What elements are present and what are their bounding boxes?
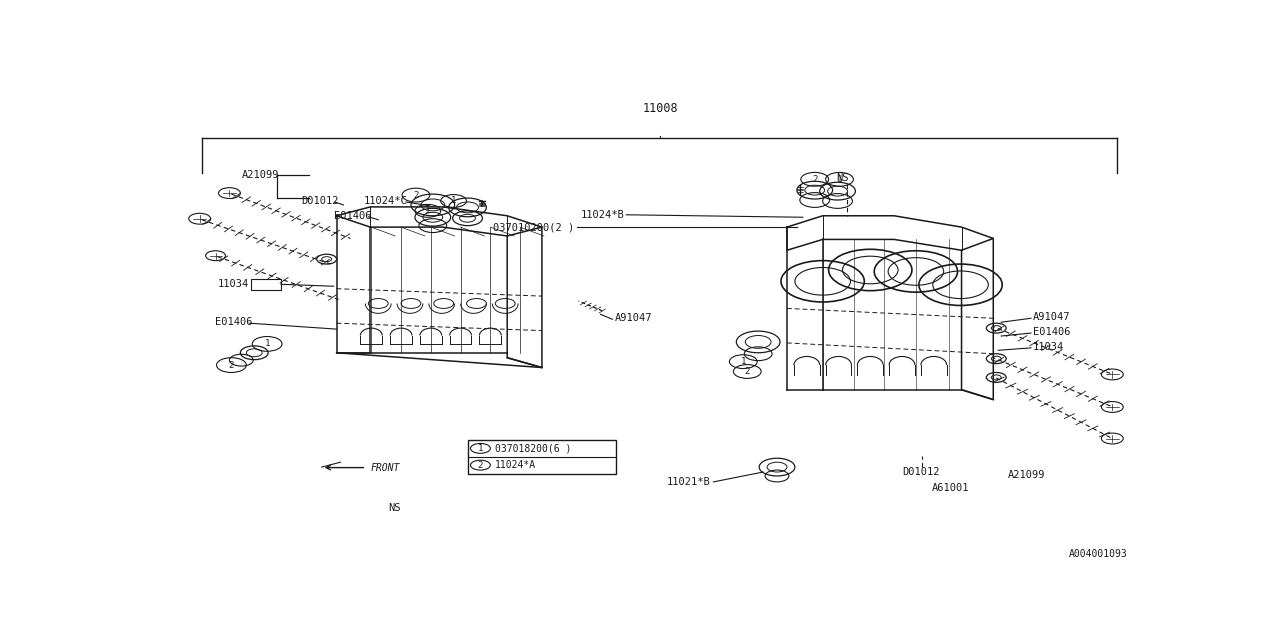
Text: 11024*C: 11024*C bbox=[364, 196, 407, 206]
Text: D01012: D01012 bbox=[301, 196, 338, 206]
Text: E01406: E01406 bbox=[334, 211, 371, 221]
Text: 1: 1 bbox=[265, 339, 270, 348]
Text: NS: NS bbox=[388, 503, 401, 513]
Text: D01012: D01012 bbox=[902, 467, 940, 477]
Text: 2: 2 bbox=[812, 175, 818, 184]
Text: NS: NS bbox=[836, 173, 849, 183]
Text: 2: 2 bbox=[229, 360, 234, 369]
Text: A004001093: A004001093 bbox=[1069, 548, 1128, 559]
Bar bbox=[251, 279, 282, 290]
Text: 11021*B: 11021*B bbox=[667, 477, 710, 487]
Text: 11008: 11008 bbox=[643, 102, 678, 115]
Text: E01406: E01406 bbox=[215, 317, 252, 327]
Text: 11024*B: 11024*B bbox=[581, 210, 625, 220]
Text: A21099: A21099 bbox=[1009, 470, 1046, 480]
Text: FRONT: FRONT bbox=[370, 463, 399, 472]
Text: A61001: A61001 bbox=[932, 483, 969, 493]
Text: 2: 2 bbox=[745, 367, 750, 376]
Bar bbox=[467, 440, 617, 474]
Text: 11034: 11034 bbox=[218, 279, 248, 289]
Text: 11034: 11034 bbox=[1033, 342, 1064, 352]
Text: 2: 2 bbox=[413, 191, 419, 200]
Text: 037010200(2 ): 037010200(2 ) bbox=[493, 222, 575, 232]
Text: 1: 1 bbox=[837, 175, 842, 184]
Text: 11024*A: 11024*A bbox=[495, 460, 536, 470]
Text: A21099: A21099 bbox=[242, 170, 279, 180]
Text: E01406: E01406 bbox=[1033, 327, 1070, 337]
Text: 1: 1 bbox=[741, 357, 746, 366]
Text: A91047: A91047 bbox=[614, 313, 652, 323]
Text: 1: 1 bbox=[451, 196, 456, 205]
Text: 1: 1 bbox=[477, 444, 483, 453]
Text: 037018200(6 ): 037018200(6 ) bbox=[495, 444, 572, 453]
Text: 2: 2 bbox=[477, 461, 483, 470]
Text: A91047: A91047 bbox=[1033, 312, 1070, 323]
Text: 1: 1 bbox=[425, 206, 430, 215]
